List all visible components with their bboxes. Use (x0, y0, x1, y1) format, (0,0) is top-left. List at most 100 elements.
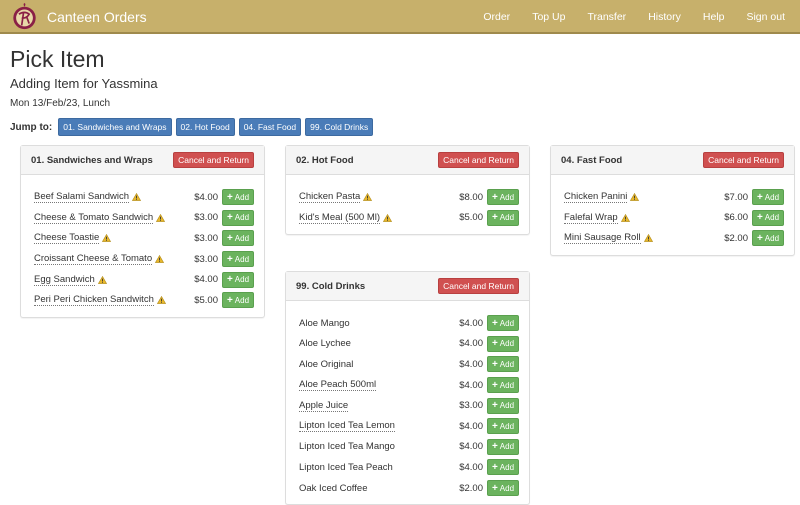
item-name-text[interactable]: Mini Sausage Roll (564, 232, 641, 245)
page-subtitle: Adding Item for Yassmina (10, 76, 158, 91)
item-name[interactable]: Falefal Wrap (564, 212, 630, 224)
item-price: $2.00 (459, 482, 483, 494)
item-name-text: Lipton Iced Tea Peach (299, 461, 393, 473)
item-name-text[interactable]: Lipton Iced Tea Lemon (299, 420, 395, 433)
cancel-and-return-button[interactable]: Cancel and Return (173, 152, 254, 168)
add-label: Add (234, 254, 250, 264)
item-price: $4.00 (459, 441, 483, 453)
item-actions: $4.00 + Add (194, 189, 254, 206)
item-name[interactable]: Beef Salami Sandwich (34, 191, 142, 204)
add-item-button[interactable]: + Add (752, 189, 784, 206)
item-name-text[interactable]: Cheese & Tomato Sandwich (34, 211, 154, 224)
item-name-text[interactable]: Kid's Meal (500 Ml) (299, 211, 381, 224)
item-name[interactable]: Aloe Peach 500ml (299, 379, 377, 392)
add-item-button[interactable]: + Add (487, 315, 519, 332)
item-name[interactable]: Peri Peri Chicken Sandwitch (34, 294, 166, 307)
item-list: Beef Salami Sandwich $4.00 + Add Cheese & To… (21, 175, 264, 317)
item-name-text[interactable]: Falefal Wrap (564, 211, 618, 224)
item-name[interactable]: Mini Sausage Roll (564, 232, 653, 245)
item-name: Aloe Mango (299, 318, 350, 329)
add-item-button[interactable]: + Add (222, 230, 254, 247)
menu-item: Chicken Panini $7.00 + Add (564, 187, 784, 208)
item-name-text[interactable]: Beef Salami Sandwich (34, 191, 130, 204)
nav-order[interactable]: Order (483, 11, 511, 23)
item-name-text[interactable]: Cheese Toastie (34, 232, 100, 245)
cancel-and-return-button[interactable]: Cancel and Return (438, 152, 519, 168)
item-name: Lipton Iced Tea Mango (299, 441, 395, 452)
add-item-button[interactable]: + Add (487, 335, 519, 352)
item-actions: $5.00 + Add (459, 209, 519, 226)
add-item-button[interactable]: + Add (487, 459, 519, 476)
item-name-text: Aloe Lychee (299, 338, 351, 350)
item-name[interactable]: Egg Sandwich (34, 274, 107, 286)
jump-sandwiches[interactable]: 01. Sandwiches and Wraps (58, 118, 172, 136)
add-item-button[interactable]: + Add (752, 209, 784, 226)
jump-fast-food[interactable]: 04. Fast Food (238, 118, 302, 136)
add-item-button[interactable]: + Add (222, 251, 254, 268)
item-name-text[interactable]: Peri Peri Chicken Sandwitch (34, 294, 154, 307)
add-label: Add (499, 359, 515, 369)
add-item-button[interactable]: + Add (487, 209, 519, 226)
add-item-button[interactable]: + Add (487, 397, 519, 414)
add-item-button[interactable]: + Add (487, 356, 519, 373)
item-name[interactable]: Chicken Panini (564, 191, 640, 204)
add-item-button[interactable]: + Add (222, 292, 254, 309)
plus-icon: + (226, 294, 233, 306)
item-name[interactable]: Cheese Toastie (34, 232, 112, 245)
nav-help[interactable]: Help (702, 11, 725, 23)
item-name[interactable]: Apple Juice (299, 399, 349, 412)
order-date: Mon 13/Feb/23, Lunch (10, 98, 111, 109)
item-actions: $2.00 + Add (459, 480, 519, 497)
add-item-button[interactable]: + Add (222, 209, 254, 226)
item-name[interactable]: Croissant Cheese & Tomato (34, 253, 165, 266)
plus-icon: + (491, 420, 498, 432)
item-price: $4.00 (459, 317, 483, 329)
item-name[interactable]: Chicken Pasta (299, 191, 373, 204)
menu-item: Croissant Cheese & Tomato $3.00 + Add (34, 249, 254, 270)
item-name[interactable]: Lipton Iced Tea Lemon (299, 420, 395, 433)
nav-history[interactable]: History (648, 11, 681, 23)
item-actions: $2.00 + Add (724, 230, 784, 247)
menu-item: Mini Sausage Roll $2.00 + Add (564, 228, 784, 249)
panel-header: 04. Fast Food Cancel and Return (551, 146, 794, 175)
item-name-text[interactable]: Croissant Cheese & Tomato (34, 253, 153, 266)
plus-icon: + (226, 253, 233, 265)
add-item-button[interactable]: + Add (487, 377, 519, 394)
item-actions: $3.00 + Add (459, 397, 519, 414)
item-actions: $3.00 + Add (194, 230, 254, 247)
item-name-text[interactable]: Chicken Pasta (299, 191, 361, 204)
add-label: Add (764, 233, 780, 243)
cancel-and-return-button[interactable]: Cancel and Return (703, 152, 784, 168)
add-item-button[interactable]: + Add (222, 271, 254, 288)
add-item-button[interactable]: + Add (222, 189, 254, 206)
cancel-and-return-button[interactable]: Cancel and Return (438, 278, 519, 294)
brand-title[interactable]: Canteen Orders (47, 9, 147, 25)
item-name-text[interactable]: Egg Sandwich (34, 273, 95, 286)
jump-hot-food[interactable]: 02. Hot Food (175, 118, 235, 136)
add-item-button[interactable]: + Add (487, 189, 519, 206)
nav-sign-out[interactable]: Sign out (746, 11, 785, 23)
add-item-button[interactable]: + Add (487, 480, 519, 497)
add-item-button[interactable]: + Add (487, 438, 519, 455)
nav-transfer[interactable]: Transfer (587, 11, 627, 23)
item-name-text[interactable]: Apple Juice (299, 399, 349, 412)
plus-icon: + (756, 232, 763, 244)
item-name[interactable]: Cheese & Tomato Sandwich (34, 211, 166, 224)
add-item-button[interactable]: + Add (752, 230, 784, 247)
item-name-text[interactable]: Chicken Panini (564, 191, 628, 204)
item-actions: $8.00 + Add (459, 189, 519, 206)
school-logo-icon[interactable] (10, 3, 39, 31)
add-item-button[interactable]: + Add (487, 418, 519, 435)
menu-item: Egg Sandwich $4.00 + Add (34, 269, 254, 290)
plus-icon: + (756, 212, 763, 224)
item-actions: $6.00 + Add (724, 209, 784, 226)
jump-cold-drinks[interactable]: 99. Cold Drinks (305, 118, 374, 136)
warning-icon (620, 213, 630, 222)
item-name-text[interactable]: Aloe Peach 500ml (299, 379, 377, 392)
item-price: $5.00 (194, 294, 218, 306)
item-name[interactable]: Kid's Meal (500 Ml) (299, 211, 393, 224)
panel-title: 01. Sandwiches and Wraps (31, 154, 153, 166)
nav-top-up[interactable]: Top Up (532, 11, 566, 23)
item-name-text: Lipton Iced Tea Mango (299, 441, 395, 453)
item-name-text: Aloe Mango (299, 317, 350, 329)
